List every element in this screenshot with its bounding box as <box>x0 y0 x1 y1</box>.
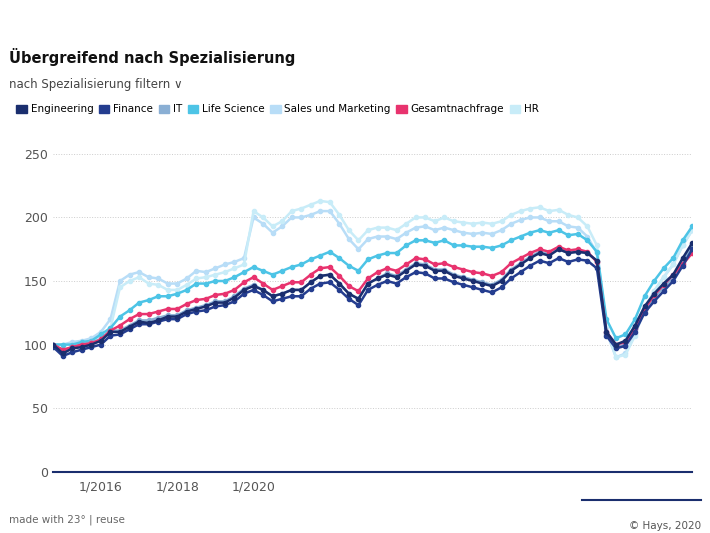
Legend: Engineering, Finance, IT, Life Science, Sales und Marketing, Gesamtnachfrage, HR: Engineering, Finance, IT, Life Science, … <box>12 100 542 118</box>
Text: Übergreifend nach Spezialisierung: Übergreifend nach Spezialisierung <box>9 48 295 66</box>
Text: made with 23° | reuse: made with 23° | reuse <box>9 515 125 525</box>
Text: HAYS-FACHKRÄFTE-INDEX DEUTSCHLAND: HAYS-FACHKRÄFTE-INDEX DEUTSCHLAND <box>9 15 383 30</box>
Text: nach Spezialisierung filtern ∨: nach Spezialisierung filtern ∨ <box>9 78 183 91</box>
Text: © Hays, 2020: © Hays, 2020 <box>628 521 701 530</box>
